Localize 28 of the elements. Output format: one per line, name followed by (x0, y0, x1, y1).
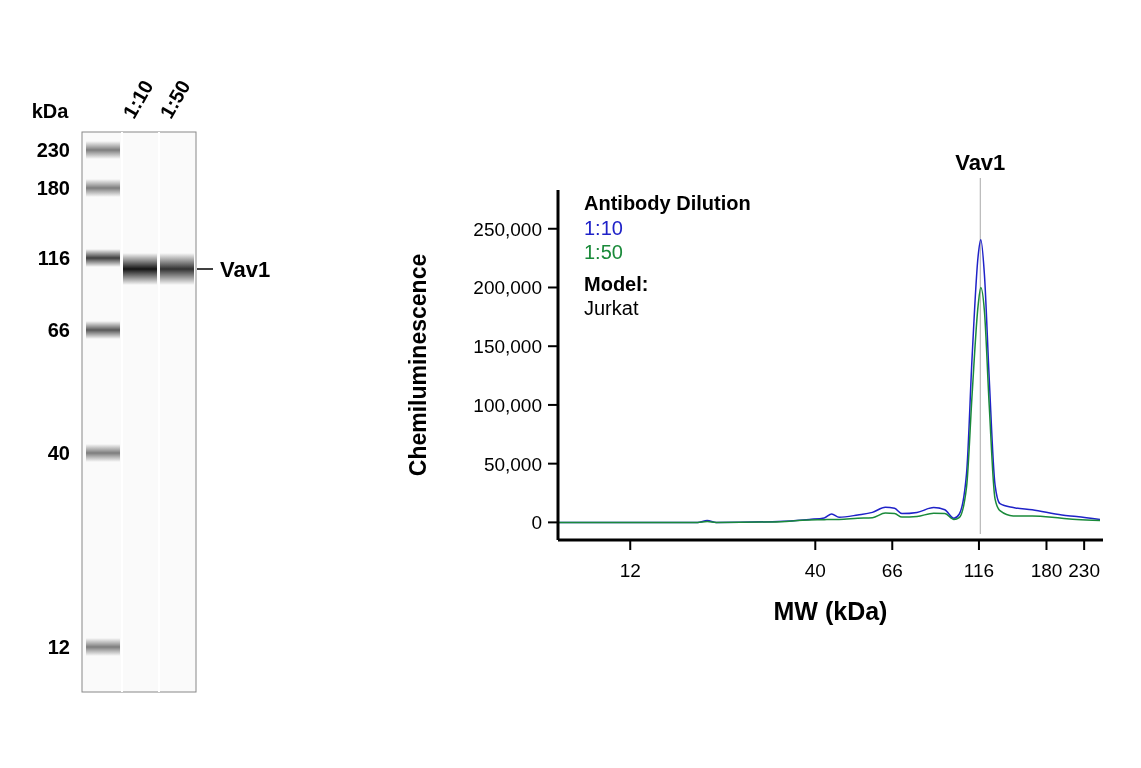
x-tick-label: 66 (881, 560, 903, 581)
text: 66 (47, 319, 70, 341)
annotation: Jurkat (584, 297, 639, 319)
y-tick-label: 50,000 (483, 453, 542, 475)
text: 1:10 (584, 217, 623, 239)
x-tick-label: 116 (963, 560, 995, 581)
y-axis-title: Chemiluminescence (405, 253, 431, 477)
text: 1:50 (584, 241, 623, 263)
x-axis-title: MW (kDa) (773, 597, 888, 625)
y-tick-label: 150,000 (473, 336, 542, 358)
y-tick-label: 100,000 (473, 394, 542, 416)
text: kDa (31, 100, 70, 122)
x-tick-label: 40 (804, 560, 826, 581)
x-tick-label: 230 (1068, 560, 1101, 581)
text: Vav1 (220, 257, 271, 282)
y-tick-label: 200,000 (473, 277, 542, 299)
y-tick-label: 0 (531, 512, 542, 534)
y-tick-label: 250,000 (473, 218, 542, 240)
text: 40 (47, 442, 70, 464)
legend-title: Antibody Dilution (584, 192, 751, 214)
x-tick-label: 180 (1030, 560, 1063, 581)
ref-line-label: Vav1 (955, 150, 1006, 175)
x-tick-label: 12 (619, 560, 641, 581)
text: 180 (36, 177, 70, 199)
text: 12 (47, 636, 70, 658)
text: 116 (37, 247, 70, 269)
annotation: Model: (584, 273, 649, 295)
text: 230 (36, 139, 70, 161)
